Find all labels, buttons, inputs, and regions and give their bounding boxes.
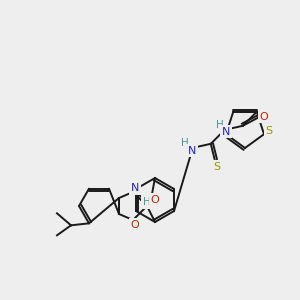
Text: O: O [260,112,268,122]
Text: S: S [213,162,220,172]
Text: N: N [188,146,196,156]
Text: O: O [151,195,159,205]
Text: H: H [216,120,224,130]
Text: H: H [181,138,189,148]
Text: N: N [131,183,139,193]
Text: S: S [266,126,273,136]
Text: H: H [143,197,151,207]
Text: O: O [130,220,140,230]
Text: N: N [222,127,230,137]
